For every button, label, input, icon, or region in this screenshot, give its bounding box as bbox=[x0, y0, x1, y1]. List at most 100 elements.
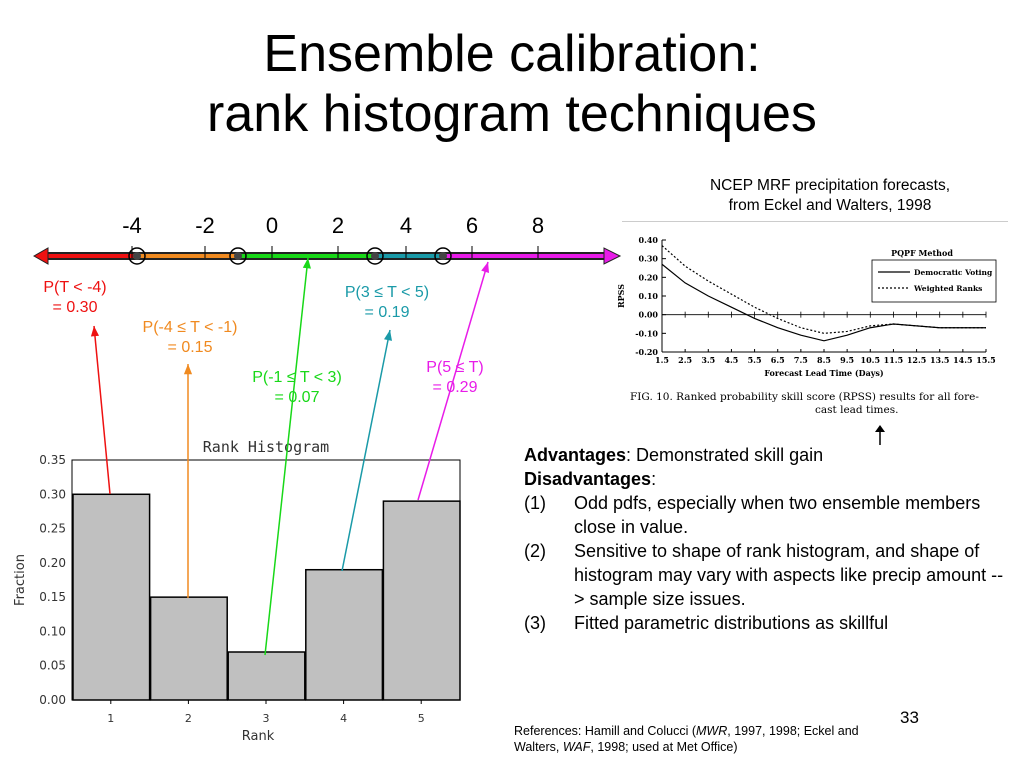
references-journal-waf: WAF bbox=[562, 740, 591, 754]
x-tick-label: 5 bbox=[418, 712, 425, 725]
prob-label-rank-5: P(5 ≤ T) = 0.29 bbox=[395, 358, 515, 398]
x-tick-label: 12.5 bbox=[907, 355, 926, 365]
disadvantage-item: (2) Sensitive to shape of rank histogram,… bbox=[524, 539, 1004, 611]
left-arrowhead-icon bbox=[32, 247, 49, 265]
prob-rank-5-line1: P(5 ≤ T) bbox=[426, 359, 484, 376]
tick-label-6: 6 bbox=[465, 213, 479, 238]
disadvantages-label: Disadvantages bbox=[524, 469, 652, 489]
rank-histogram-chart: Rank Histogram 0.00 0.05 0.10 0.15 0.20 0.25 0.… bbox=[13, 438, 461, 744]
right-arrowhead-icon bbox=[603, 247, 622, 265]
ensemble-member-dot bbox=[234, 252, 242, 260]
y-tick-label: 0.30 bbox=[639, 254, 659, 264]
y-tick-label: -0.10 bbox=[635, 328, 658, 338]
legend-entry: Democratic Voting bbox=[914, 268, 993, 277]
y-axis-label: RPSS bbox=[616, 284, 626, 308]
x-tick-label: 10.5 bbox=[861, 355, 880, 365]
tick-label-neg4: -4 bbox=[122, 213, 142, 238]
y-tick-label: 0.20 bbox=[39, 556, 66, 570]
prob-rank-4-line2: = 0.19 bbox=[364, 304, 410, 321]
references-part2: , 1997, 1998; Eckel and Walters, bbox=[514, 724, 859, 754]
x-tick-label: 15.5 bbox=[976, 355, 995, 365]
y-tick-label: -0.20 bbox=[635, 347, 658, 357]
ensemble-member-marker bbox=[128, 247, 146, 265]
prob-label-rank-4: P(3 ≤ T < 5) = 0.19 bbox=[312, 283, 462, 323]
rpss-line-chart: 0.40 0.30 0.20 0.10 0.00 -0.10 -0.201.5 2.5 3.5 4… bbox=[616, 235, 997, 416]
ensemble-member-marker bbox=[229, 247, 247, 265]
x-tick-label: 4 bbox=[340, 712, 347, 725]
histogram-bar bbox=[72, 493, 151, 701]
tick-label-4: 4 bbox=[399, 213, 413, 238]
y-tick-label: 0.15 bbox=[39, 590, 66, 604]
ensemble-member-dot bbox=[133, 252, 141, 260]
x-tick-label: 14.5 bbox=[953, 355, 972, 365]
prob-rank-1-line1: P(T < -4) bbox=[43, 279, 107, 296]
up-arrow-icon bbox=[875, 425, 885, 445]
legend-box bbox=[871, 259, 997, 303]
arrowhead-icon bbox=[183, 364, 193, 375]
rpss-source-line1: NCEP MRF precipitation forecasts, bbox=[709, 177, 951, 194]
x-tick-label: 1 bbox=[107, 712, 114, 725]
ensemble-member-dot bbox=[439, 252, 447, 260]
item-text: Fitted parametric distributions as skill… bbox=[574, 613, 889, 633]
rpss-source-line2: from Eckel and Walters, 1998 bbox=[728, 197, 932, 214]
item-number: (2) bbox=[524, 541, 546, 561]
title-line-1: Ensemble calibration: bbox=[263, 25, 761, 83]
histogram-bar bbox=[149, 596, 228, 701]
page-number: 33 bbox=[900, 708, 919, 727]
prob-rank-3-line1: P(-1 ≤ T < 3) bbox=[252, 369, 342, 386]
x-axis-label: Forecast Lead Time (Days) bbox=[764, 368, 884, 378]
prob-rank-1-line2: = 0.30 bbox=[52, 299, 98, 316]
y-tick-label: 0.05 bbox=[39, 659, 66, 673]
histogram-bar bbox=[227, 651, 306, 701]
legend-title: PQPF Method bbox=[891, 248, 953, 258]
disadvantages-line: Disadvantages: bbox=[524, 467, 1004, 491]
advantages-label: Advantages bbox=[524, 445, 627, 465]
x-tick-label: 13.5 bbox=[930, 355, 949, 365]
references-part3: , 1998; used at Met Office) bbox=[590, 740, 738, 754]
y-tick-label: 0.25 bbox=[39, 522, 66, 536]
x-tick-label: 1.5 bbox=[655, 355, 669, 365]
ensemble-member-marker bbox=[366, 247, 384, 265]
x-tick-label: 9.5 bbox=[840, 355, 854, 365]
x-tick-label: 2.5 bbox=[678, 355, 692, 365]
assessment-text: Advantages: Demonstrated skill gain Disa… bbox=[524, 443, 1004, 635]
prob-rank-4-line1: P(3 ≤ T < 5) bbox=[344, 284, 430, 301]
prob-label-rank-1: P(T < -4) = 0.30 bbox=[20, 278, 130, 318]
item-number: (1) bbox=[524, 493, 546, 513]
disadvantage-item: (3) Fitted parametric distributions as sk… bbox=[524, 611, 1004, 635]
item-number: (3) bbox=[524, 613, 546, 633]
prob-rank-2-line1: P(-4 ≤ T < -1) bbox=[142, 319, 238, 336]
advantages-text: : Demonstrated skill gain bbox=[626, 445, 824, 465]
references-journal-mwr: MWR bbox=[696, 724, 728, 738]
advantages-line: Advantages: Demonstrated skill gain bbox=[524, 443, 1004, 467]
y-tick-label: 0.40 bbox=[639, 235, 659, 245]
prob-label-rank-2: P(-4 ≤ T < -1) = 0.15 bbox=[115, 318, 265, 358]
x-axis-label: Rank bbox=[242, 729, 275, 744]
x-tick-label: 7.5 bbox=[794, 355, 808, 365]
y-tick-label: 0.30 bbox=[39, 487, 66, 501]
x-tick-label: 3.5 bbox=[701, 355, 715, 365]
histogram-title: Rank Histogram bbox=[203, 438, 329, 456]
arrowhead-icon bbox=[384, 330, 393, 341]
references: References: Hamill and Colucci (MWR, 199… bbox=[514, 723, 894, 755]
prob-label-rank-3: P(-1 ≤ T < 3) = 0.07 bbox=[222, 368, 372, 408]
caption-line-2: cast lead times. bbox=[815, 404, 898, 416]
title-line-2: rank histogram techniques bbox=[207, 85, 817, 143]
item-text: Odd pdfs, especially when two ensemble m… bbox=[574, 493, 981, 537]
prob-rank-2-line2: = 0.15 bbox=[167, 339, 213, 356]
y-tick-label: 0.10 bbox=[39, 624, 66, 638]
y-tick-label: 0.00 bbox=[39, 693, 66, 707]
rpss-source-caption: NCEP MRF precipitation forecasts, from E… bbox=[640, 176, 1020, 216]
disadvantage-item: (1) Odd pdfs, especially when two ensembl… bbox=[524, 491, 1004, 539]
tick-label-2: 2 bbox=[331, 213, 345, 238]
y-tick-label: 0.00 bbox=[639, 310, 659, 320]
tick-label-0: 0 bbox=[265, 213, 279, 238]
x-tick-label: 11.5 bbox=[884, 355, 903, 365]
x-tick-label: 6.5 bbox=[771, 355, 785, 365]
x-tick-label: 2 bbox=[185, 712, 192, 725]
caption-line-1: FIG. 10. Ranked probability skill score … bbox=[630, 391, 979, 403]
prob-rank-5-line2: = 0.29 bbox=[432, 379, 478, 396]
slide-title: Ensemble calibration: rank histogram tec… bbox=[0, 24, 1024, 144]
y-tick-label: 0.35 bbox=[39, 453, 66, 467]
number-line bbox=[32, 246, 622, 265]
